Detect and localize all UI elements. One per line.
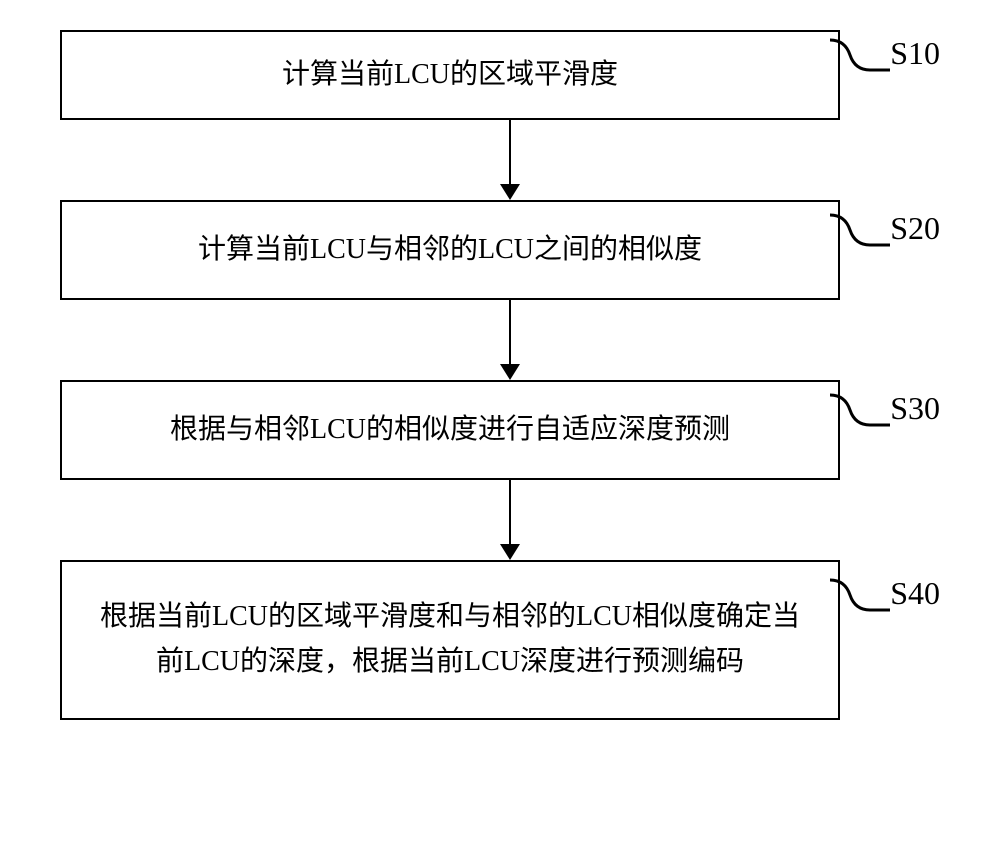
step-box-s20: 计算当前LCU与相邻的LCU之间的相似度 (60, 200, 840, 300)
step-box-s40: 根据当前LCU的区域平滑度和与相邻的LCU相似度确定当前LCU的深度，根据当前L… (60, 560, 840, 720)
step-container-s40: 根据当前LCU的区域平滑度和与相邻的LCU相似度确定当前LCU的深度，根据当前L… (40, 560, 960, 720)
arrow-head-icon (500, 184, 520, 200)
arrow-head-icon (500, 364, 520, 380)
arrow-line (509, 480, 511, 544)
arrow-s20-s30 (120, 300, 900, 380)
step-label-s40: S40 (890, 575, 940, 612)
arrow-icon (500, 120, 520, 200)
step-box-s10: 计算当前LCU的区域平滑度 (60, 30, 840, 120)
step-container-s20: 计算当前LCU与相邻的LCU之间的相似度 S20 (40, 200, 960, 300)
step-text-s20: 计算当前LCU与相邻的LCU之间的相似度 (198, 228, 702, 273)
arrow-icon (500, 480, 520, 560)
step-label-s10: S10 (890, 35, 940, 72)
arrow-line (509, 300, 511, 364)
arrow-s10-s20 (120, 120, 900, 200)
arrow-icon (500, 300, 520, 380)
step-text-s30: 根据与相邻LCU的相似度进行自适应深度预测 (170, 408, 730, 453)
arrow-line (509, 120, 511, 184)
flowchart-diagram: 计算当前LCU的区域平滑度 S10 计算当前LCU与相邻的LCU之间的相似度 S… (40, 30, 960, 720)
step-box-s30: 根据与相邻LCU的相似度进行自适应深度预测 (60, 380, 840, 480)
arrow-head-icon (500, 544, 520, 560)
step-text-s10: 计算当前LCU的区域平滑度 (282, 53, 618, 98)
step-container-s30: 根据与相邻LCU的相似度进行自适应深度预测 S30 (40, 380, 960, 480)
step-text-s40: 根据当前LCU的区域平滑度和与相邻的LCU相似度确定当前LCU的深度，根据当前L… (92, 595, 808, 685)
step-label-s20: S20 (890, 210, 940, 247)
step-container-s10: 计算当前LCU的区域平滑度 S10 (40, 30, 960, 120)
arrow-s30-s40 (120, 480, 900, 560)
step-label-s30: S30 (890, 390, 940, 427)
